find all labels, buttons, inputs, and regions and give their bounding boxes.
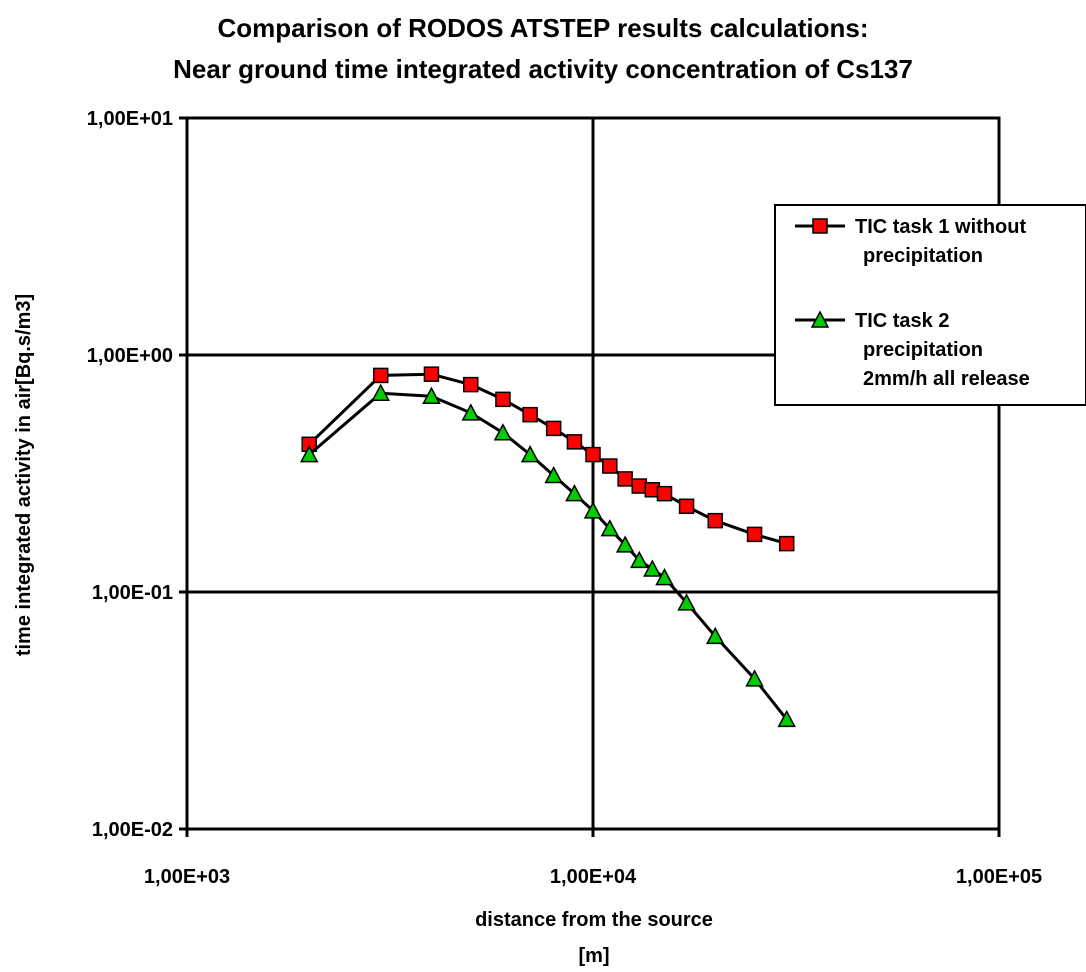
legend-marker-triangle	[810, 310, 830, 328]
series-1-point	[372, 367, 389, 384]
series-1-point	[463, 376, 479, 393]
series-2-point	[600, 519, 620, 537]
legend-label: precipitation	[863, 339, 983, 361]
series-2-point	[643, 559, 662, 577]
series-2-point	[493, 423, 513, 441]
series-1-point	[545, 420, 562, 437]
chart-title-line-1: Comparison of RODOS ATSTEP results calcu…	[217, 13, 868, 43]
legend-label: TIC task 2	[855, 310, 949, 332]
series-2-point	[565, 484, 584, 502]
series-2-point	[615, 535, 635, 553]
series-2	[299, 383, 796, 728]
y-tick-label: 1,00E+01	[87, 108, 173, 130]
series-2-point	[745, 669, 764, 687]
chart-title-line-2: Near ground time integrated activity con…	[173, 54, 913, 84]
x-tick-label: 1,00E+03	[144, 866, 230, 888]
axis-ticks: 1,00E+03 1,00E+04 1,00E+05 1,00E+01 1,00E+00…	[87, 108, 1042, 888]
series-1-point	[656, 485, 673, 502]
series-2-point	[705, 626, 725, 645]
legend-label: 2mm/h all release	[863, 368, 1030, 390]
series-1-point	[585, 446, 601, 463]
legend-label: TIC task 1 without	[855, 216, 1026, 238]
series-1-point	[617, 471, 633, 487]
series-1-point	[631, 478, 648, 494]
y-tick-label: 1,00E-01	[92, 582, 173, 604]
data-series	[299, 366, 796, 728]
x-axis-label-line-2: [m]	[578, 945, 609, 967]
series-1-point	[522, 406, 538, 423]
series-1-point	[566, 434, 583, 450]
legend-box	[774, 204, 1086, 406]
series-2-point	[677, 593, 696, 611]
series-2-point	[520, 444, 540, 463]
series-1-point	[778, 535, 795, 552]
series-2-point	[461, 403, 481, 421]
series-2-point	[583, 501, 603, 519]
x-tick-label: 1,00E+04	[550, 866, 637, 888]
y-tick-label: 1,00E+00	[87, 345, 173, 367]
x-axis-label-line-1: distance from the source	[475, 909, 713, 931]
series-1-point	[602, 458, 618, 474]
series-2-point	[299, 444, 319, 463]
y-axis-label: time integrated activity in air[Bq.s/m3]	[13, 294, 35, 656]
series-2-point	[777, 709, 796, 728]
y-tick-label: 1,00E-02	[92, 819, 173, 841]
series-2-point	[371, 383, 390, 401]
series-1-point	[707, 512, 723, 529]
series-1-point	[746, 526, 763, 543]
legend-label: precipitation	[863, 245, 983, 267]
series-1	[301, 366, 795, 552]
series-1-point	[423, 366, 440, 382]
series-2-point	[422, 386, 441, 404]
series-2-point	[655, 568, 674, 586]
legend-marker-square	[812, 218, 828, 234]
x-tick-label: 1,00E+05	[956, 866, 1042, 888]
series-1-point	[495, 391, 511, 408]
series-2-point	[544, 465, 563, 484]
series-1-point	[678, 498, 695, 515]
legend: TIC task 1 without precipitation TIC task …	[774, 204, 1086, 406]
series-2-line	[308, 391, 788, 721]
series-2-point	[630, 550, 649, 569]
